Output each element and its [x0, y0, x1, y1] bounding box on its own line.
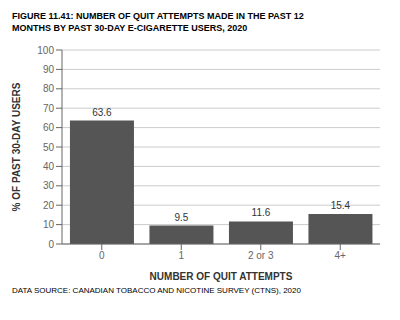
svg-text:20: 20 [43, 200, 55, 211]
svg-text:80: 80 [43, 83, 55, 94]
svg-text:2 or 3: 2 or 3 [248, 250, 274, 261]
svg-text:100: 100 [37, 45, 54, 56]
svg-text:0: 0 [48, 239, 54, 250]
svg-text:50: 50 [43, 142, 55, 153]
svg-text:60: 60 [43, 122, 55, 133]
html-text:MONTHS BY PAST 30-DAY E-CIGARE: MONTHS BY PAST 30-DAY E-CIGARETTE USERS,… [12, 23, 248, 33]
svg-text:9.5: 9.5 [174, 212, 188, 223]
svg-text:40: 40 [43, 161, 55, 172]
svg-text:% OF PAST 30-DAY USERS: % OF PAST 30-DAY USERS [11, 82, 22, 211]
html-text:FIGURE 11.41: NUMBER OF QUIT A: FIGURE 11.41: NUMBER OF QUIT ATTEMPTS MA… [12, 11, 304, 21]
svg-text:90: 90 [43, 64, 55, 75]
svg-text:4+: 4+ [335, 250, 347, 261]
svg-text:70: 70 [43, 103, 55, 114]
svg-text:30: 30 [43, 180, 55, 191]
html-text:DATA SOURCE: CANADIAN TOBACCO: DATA SOURCE: CANADIAN TOBACCO AND NICOTI… [12, 286, 301, 295]
svg-text:1: 1 [178, 250, 184, 261]
svg-text:10: 10 [43, 219, 55, 230]
svg-text:15.4: 15.4 [331, 200, 351, 211]
svg-text:63.6: 63.6 [92, 107, 112, 118]
svg-text:NUMBER OF QUIT ATTEMPTS: NUMBER OF QUIT ATTEMPTS [150, 271, 293, 282]
svg-text:0: 0 [99, 250, 105, 261]
svg-text:11.6: 11.6 [252, 207, 271, 218]
